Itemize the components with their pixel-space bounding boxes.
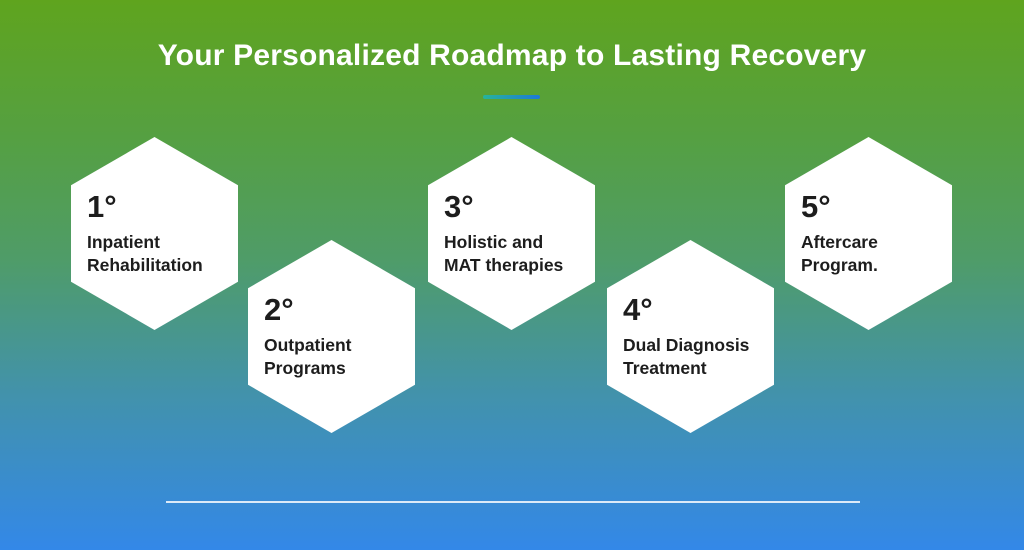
step-hexagon-5: 5° Aftercare Program. — [785, 137, 952, 330]
step-hexagon-3: 3° Holistic and MAT therapies — [428, 137, 595, 330]
step-number: 1° — [87, 188, 117, 224]
step-number: 5° — [801, 188, 831, 224]
step-hexagon-2: 2° Outpatient Programs — [248, 240, 415, 433]
step-hexagon-1: 1° Inpatient Rehabilitation — [71, 137, 238, 330]
step-label: Dual Diagnosis Treatment — [623, 334, 750, 378]
step-hexagon-4: 4° Dual Diagnosis Treatment — [607, 240, 774, 433]
step-number: 3° — [444, 188, 474, 224]
bottom-divider — [166, 501, 860, 503]
step-label: Holistic and MAT therapies — [444, 231, 564, 275]
step-number: 4° — [623, 291, 653, 327]
step-label: Inpatient Rehabilitation — [87, 231, 203, 275]
step-number: 2° — [264, 291, 294, 327]
title-underline-accent — [483, 95, 540, 99]
step-label: Aftercare Program. — [801, 231, 878, 275]
step-label: Outpatient Programs — [264, 334, 352, 378]
page-title: Your Personalized Roadmap to Lasting Rec… — [157, 39, 867, 72]
